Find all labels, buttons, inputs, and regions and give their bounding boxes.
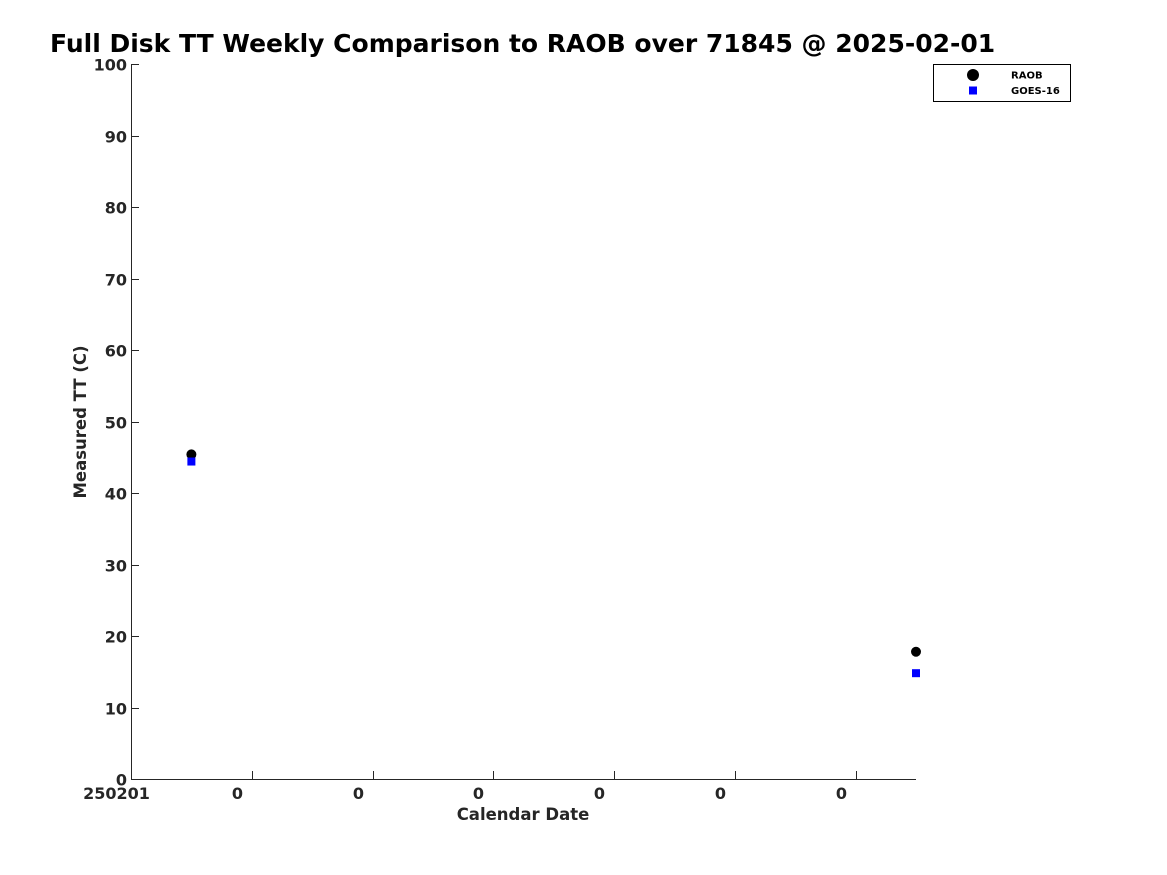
- data-point: [912, 669, 920, 678]
- y-ticks: 0 10 20 30 40 50 60 70 80 90 100: [94, 56, 139, 790]
- y-tick-label: 30: [105, 557, 127, 576]
- y-tick-label: 50: [105, 414, 127, 433]
- x-tick-label: 0: [473, 784, 484, 803]
- legend-marker-goes-16: [969, 86, 977, 95]
- y-tick-label: 80: [105, 199, 127, 218]
- legend-label-goes-16: GOES-16: [1011, 86, 1060, 97]
- y-tick-label: 90: [105, 128, 127, 147]
- series-layer: [186, 449, 921, 678]
- y-tick-label: 20: [105, 628, 127, 647]
- y-tick-label: 60: [105, 342, 127, 361]
- x-tick-label: 0: [232, 784, 243, 803]
- x-tick-label: 0: [594, 784, 605, 803]
- x-tick-label: 0: [353, 784, 364, 803]
- data-point: [911, 646, 921, 657]
- series-raob: [186, 449, 921, 657]
- x-tick-label: 0: [836, 784, 847, 803]
- y-tick-label: 10: [105, 700, 127, 719]
- data-point: [186, 449, 197, 460]
- series-goes-16: [187, 457, 920, 678]
- x-ticks: 250201 0 0 0 0 0 0: [83, 771, 857, 803]
- legend-marker-raob: [967, 69, 979, 81]
- legend-box: [933, 64, 1071, 102]
- y-tick-label: 100: [94, 56, 127, 75]
- data-point: [187, 457, 196, 466]
- legend-items: RAOB GOES-16: [967, 69, 1060, 97]
- x-tick-label: 0: [715, 784, 726, 803]
- y-tick-label: 70: [105, 271, 127, 290]
- y-axis-label: Measured TT (C): [71, 345, 90, 498]
- legend-label-raob: RAOB: [1011, 71, 1043, 82]
- x-tick-label: 250201: [83, 784, 150, 803]
- x-axis-label: Calendar Date: [457, 805, 590, 824]
- y-tick-label: 0: [116, 771, 127, 790]
- chart-title: Full Disk TT Weekly Comparison to RAOB o…: [50, 29, 995, 58]
- legend: RAOB GOES-16: [933, 64, 1071, 102]
- y-tick-label: 40: [105, 485, 127, 504]
